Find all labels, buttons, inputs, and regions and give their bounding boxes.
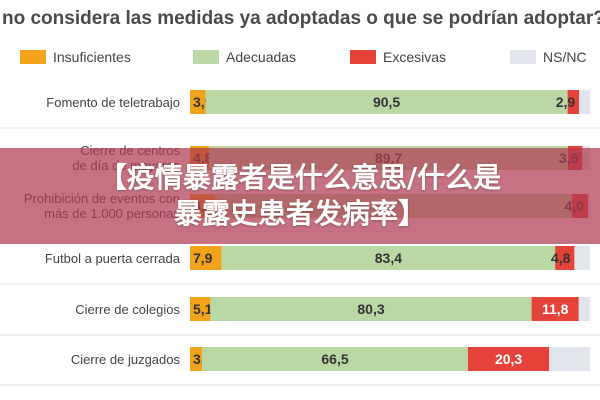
bar-segment: [190, 297, 211, 321]
bar-value-label: 20,3: [495, 351, 522, 367]
bar-value-label: 66,5: [321, 351, 348, 367]
category-label: Futbol a puerta cerrada: [45, 251, 181, 266]
bar-segment: [210, 297, 532, 321]
watermark-banner-text: 【疫情暴露者是什么意思/什么是暴露史患者发病率】: [98, 161, 502, 230]
legend-swatch-3: [350, 50, 376, 64]
legend-swatch-2: [193, 50, 219, 64]
bar-value-label: 80,3: [357, 301, 384, 317]
bar-segment: [578, 297, 590, 321]
bar-segment: [202, 347, 468, 371]
bar-segment: [574, 246, 590, 270]
bar-value-label: 7,9: [193, 250, 213, 266]
watermark-banner: 【疫情暴露者是什么意思/什么是暴露史患者发病率】: [0, 148, 600, 244]
legend-label-3: Excesivas: [383, 49, 446, 65]
bar-segment: [205, 90, 568, 114]
bar-segment: [190, 347, 202, 371]
bar-segment: [555, 246, 575, 270]
bar-segment: [468, 347, 550, 371]
legend-label-1: Insuficientes: [53, 49, 131, 65]
bar-segment: [531, 297, 579, 321]
category-label: Cierre de colegios: [75, 302, 180, 317]
category-label: Fomento de teletrabajo: [46, 95, 180, 110]
bar-segment: [579, 90, 590, 114]
chart-title: no considera las medidas ya adoptadas o …: [2, 8, 600, 29]
bar-segment: [567, 90, 580, 114]
legend-swatch-4: [510, 50, 536, 64]
bar-value-label: 11,8: [542, 301, 569, 317]
bar-value-label: 83,4: [375, 250, 402, 266]
bar-segment: [221, 246, 556, 270]
legend-swatch-1: [20, 50, 46, 64]
bar-value-label: 90,5: [373, 94, 400, 110]
bar-value-label: 5,1: [193, 301, 213, 317]
bar-value-label: 4,8: [551, 250, 571, 266]
bar-segment: [190, 246, 222, 270]
bar-value-label: 2,9: [556, 94, 576, 110]
legend-label-4: NS/NC: [543, 49, 587, 65]
bar-segment: [549, 347, 590, 371]
legend-label-2: Adecuadas: [226, 49, 296, 65]
category-label: Cierre de juzgados: [71, 352, 181, 367]
bar-segment: [190, 90, 206, 114]
